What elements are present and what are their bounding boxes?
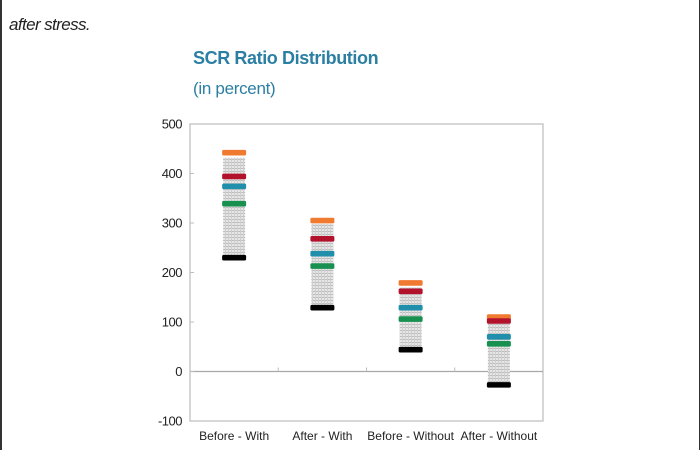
green-marker (310, 263, 335, 269)
teal-marker (222, 183, 247, 190)
orange-marker (222, 149, 247, 156)
range-bar (223, 157, 246, 258)
y-tick-label: 100 (162, 315, 182, 330)
black-marker (398, 346, 423, 353)
black-marker (486, 382, 511, 388)
teal-marker (486, 334, 511, 340)
orange-marker (398, 280, 423, 286)
chart-plot: -100 0 100 200 300 400 500 Before - With After … (158, 117, 544, 440)
red-marker (310, 236, 335, 242)
y-tick-label: 300 (162, 216, 182, 231)
teal-marker (398, 304, 423, 311)
intro-text: after stress. (9, 15, 91, 34)
range-bar (487, 320, 510, 385)
black-marker (222, 254, 247, 261)
y-tick-label: 200 (162, 265, 182, 280)
red-marker (486, 318, 511, 324)
chart-subtitle: (in percent) (193, 79, 276, 98)
black-marker (310, 304, 335, 311)
red-marker (222, 173, 247, 180)
y-tick-label: 500 (162, 117, 182, 132)
green-marker (486, 340, 511, 347)
chart-title: SCR Ratio Distribution (193, 48, 379, 68)
orange-marker (310, 217, 335, 224)
red-marker (398, 288, 423, 295)
x-category-label: After - With (292, 429, 352, 440)
green-marker (398, 316, 423, 322)
teal-marker (310, 250, 335, 257)
x-category-label: Before - Without (367, 429, 454, 440)
green-marker (222, 200, 247, 207)
y-tick-label: 400 (162, 166, 182, 181)
y-tick-label: 0 (175, 364, 182, 379)
y-tick-label: -100 (158, 414, 182, 429)
x-category-label: Before - With (199, 429, 269, 440)
x-category-label: After - Without (461, 429, 538, 440)
